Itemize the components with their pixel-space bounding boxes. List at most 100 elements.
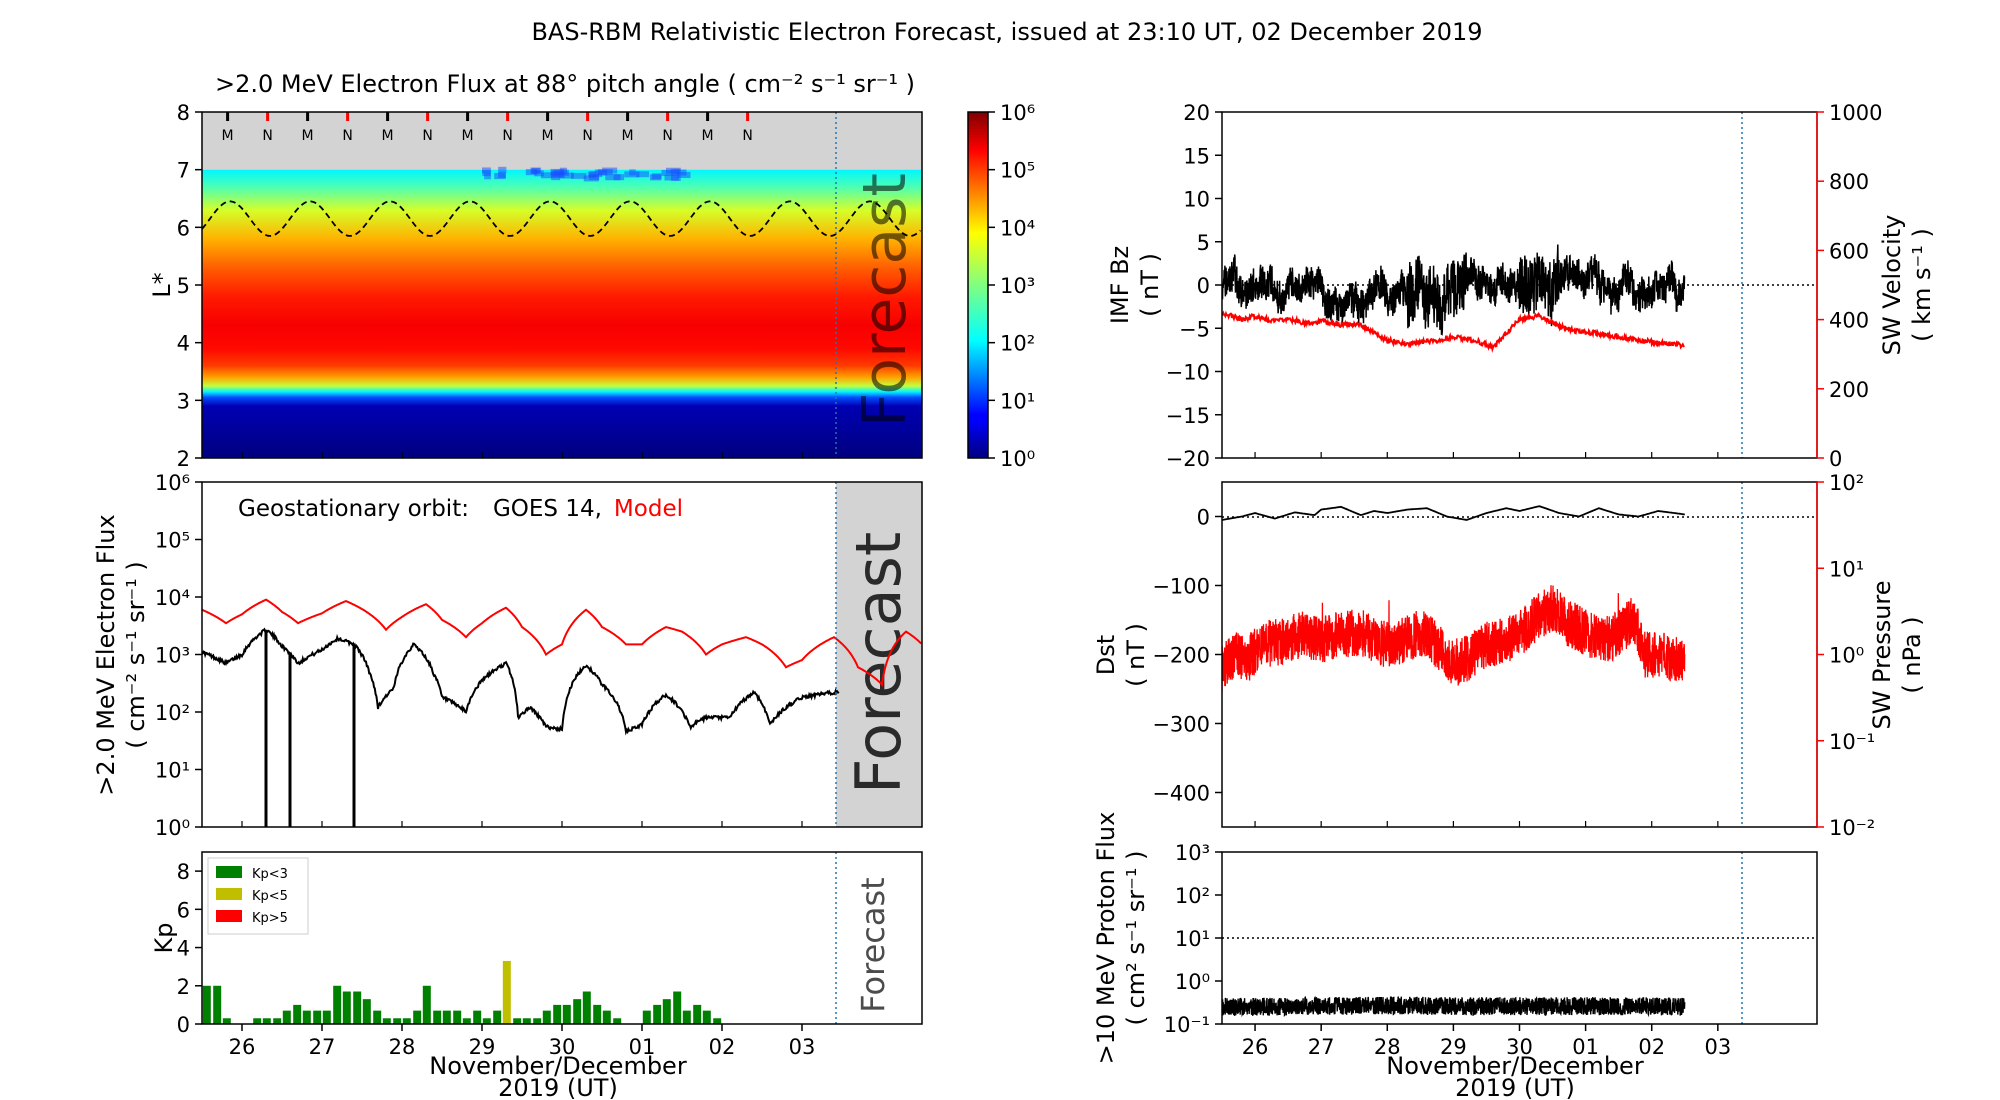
y-tick-label: 0 <box>1197 506 1210 530</box>
mn-label: N <box>422 128 432 144</box>
kp-bar <box>373 1010 382 1024</box>
kp-legend-swatch <box>216 910 242 922</box>
y-tick-label: −15 <box>1166 404 1210 428</box>
goes-line <box>202 627 840 736</box>
y-tick-label: 5 <box>1197 231 1210 255</box>
lstar-panel: >2.0 MeV Electron Flux at 88° pitch angl… <box>148 70 923 471</box>
model-line <box>202 598 922 687</box>
lstar-patch <box>498 171 506 178</box>
kp-xlabel-line1: November/December <box>429 1052 687 1080</box>
proton-xlabel-line1: November/December <box>1386 1052 1644 1080</box>
mn-label: M <box>462 128 474 144</box>
y-tick-label: −200 <box>1152 644 1210 668</box>
dst-y2label-line1: SW Pressure <box>1868 580 1896 729</box>
y2-tick-label: 10⁻² <box>1829 816 1875 840</box>
kp-bar <box>673 991 682 1024</box>
lstar-patch <box>498 166 507 173</box>
y-tick-label: 4 <box>177 937 190 961</box>
y2-tick-label: 10⁻¹ <box>1829 730 1875 754</box>
mn-label: M <box>222 128 234 144</box>
y-tick-label: 0 <box>177 1013 190 1037</box>
x-tick-label: 02 <box>709 1035 736 1059</box>
lstar-patch <box>664 174 679 181</box>
y2-tick-label: 10⁴ <box>1000 216 1035 240</box>
kp-bar <box>562 1004 571 1024</box>
lstar-y-axis: 2 3 4 5 6 7 8 <box>177 101 803 471</box>
y-tick-label: 8 <box>177 860 190 884</box>
y2-tick-label: 10¹ <box>1000 389 1035 413</box>
y-tick-label: 6 <box>177 216 190 240</box>
lstar-patch <box>670 168 680 175</box>
lstar-flux-field <box>202 169 922 458</box>
proton-y-axis: 10⁻¹ 10⁰ 10¹ 10² 10³ <box>1164 841 1222 1037</box>
y-tick-label: 10 <box>1183 188 1210 212</box>
x-tick-label: 01 <box>629 1035 656 1059</box>
kp-bar <box>322 1010 331 1024</box>
figure-title: BAS-RBM Relativistic Electron Forecast, … <box>531 18 1482 46</box>
kp-bar <box>462 1018 471 1024</box>
lstar-patch <box>636 171 650 178</box>
y-tick-label: 10³ <box>1175 841 1210 865</box>
kp-bar <box>533 1018 542 1024</box>
y-tick-label: −400 <box>1152 782 1210 806</box>
y2-tick-label: 10⁰ <box>1829 644 1864 668</box>
geo-legend-prefix: Geostationary orbit: <box>238 496 469 522</box>
imf-panel: −20 −15 −10 −5 0 5 10 15 20 0 200 400 600 800 1000 IM… <box>1106 101 1936 471</box>
y-tick-label: 6 <box>177 898 190 922</box>
y-tick-label: 10¹ <box>1175 927 1210 951</box>
kp-bar <box>473 1010 482 1024</box>
y-tick-label: 8 <box>177 101 190 125</box>
kp-bar <box>213 985 222 1024</box>
kp-bar <box>313 1010 322 1024</box>
imf-y2label-line1: SW Velocity <box>1878 215 1906 356</box>
x-tick-label: 03 <box>1704 1035 1731 1059</box>
proton-x-axis: 26 27 28 29 30 01 02 03 <box>1242 1024 1731 1059</box>
mn-label: N <box>262 128 272 144</box>
lstar-patch <box>589 171 603 178</box>
kp-legend-swatch <box>216 888 242 900</box>
dst-y2-axis: 10⁻² 10⁻¹ 10⁰ 10¹ 10² <box>1816 471 1875 840</box>
kp-bar <box>513 1018 522 1024</box>
y-tick-label: 4 <box>177 332 190 356</box>
y-tick-label: 10² <box>155 701 190 725</box>
mn-label: M <box>622 128 634 144</box>
y-tick-label: 10⁻¹ <box>1164 1013 1210 1037</box>
kp-legend-label: Kp<3 <box>252 867 288 882</box>
y2-tick-label: 10³ <box>1000 274 1035 298</box>
kp-bar <box>262 1018 271 1024</box>
kp-bar <box>573 999 582 1024</box>
kp-bar <box>293 1004 302 1024</box>
geo-legend: Geostationary orbit: GOES 14, Model <box>238 496 683 522</box>
kp-legend: Kp<3 Kp<5 Kp>5 <box>207 857 309 935</box>
kp-ylabel: Kp <box>150 923 178 954</box>
kp-bar <box>413 1010 422 1024</box>
lstar-patch <box>605 174 621 181</box>
y-tick-label: 3 <box>177 389 190 413</box>
y-tick-label: −5 <box>1179 317 1210 341</box>
proton-flux-line <box>1222 995 1686 1018</box>
kp-bar <box>253 1018 262 1024</box>
x-tick-label: 27 <box>309 1035 336 1059</box>
kp-bar <box>493 1010 502 1024</box>
sw-velocity-line <box>1222 310 1685 354</box>
kp-bar <box>202 985 211 1024</box>
geo-legend-goes: GOES 14, <box>493 496 602 522</box>
y-tick-label: 0 <box>1197 274 1210 298</box>
y-tick-label: 10² <box>1175 884 1210 908</box>
x-tick-label: 02 <box>1638 1035 1665 1059</box>
kp-bar <box>653 1004 662 1024</box>
mn-label: N <box>502 128 512 144</box>
mn-label: M <box>702 128 714 144</box>
kp-bar <box>433 1010 442 1024</box>
x-tick-label: 29 <box>1440 1035 1467 1059</box>
proton-panel: 10⁻¹ 10⁰ 10¹ 10² 10³ 26 27 28 29 30 01 02 03 >10 Me… <box>1092 812 1818 1100</box>
y2-tick-label: 10⁶ <box>1000 101 1035 125</box>
dst-ylabel-line2: ( nT ) <box>1122 623 1150 687</box>
mn-label: M <box>542 128 554 144</box>
kp-bar <box>302 1010 311 1024</box>
proton-series <box>1222 995 1686 1018</box>
y-tick-label: 10⁵ <box>155 529 190 553</box>
kp-bar <box>613 1018 622 1024</box>
lstar-patch <box>559 167 567 174</box>
geo-ylabel-line2: ( cm⁻² s⁻¹ sr⁻¹ ) <box>122 561 150 749</box>
